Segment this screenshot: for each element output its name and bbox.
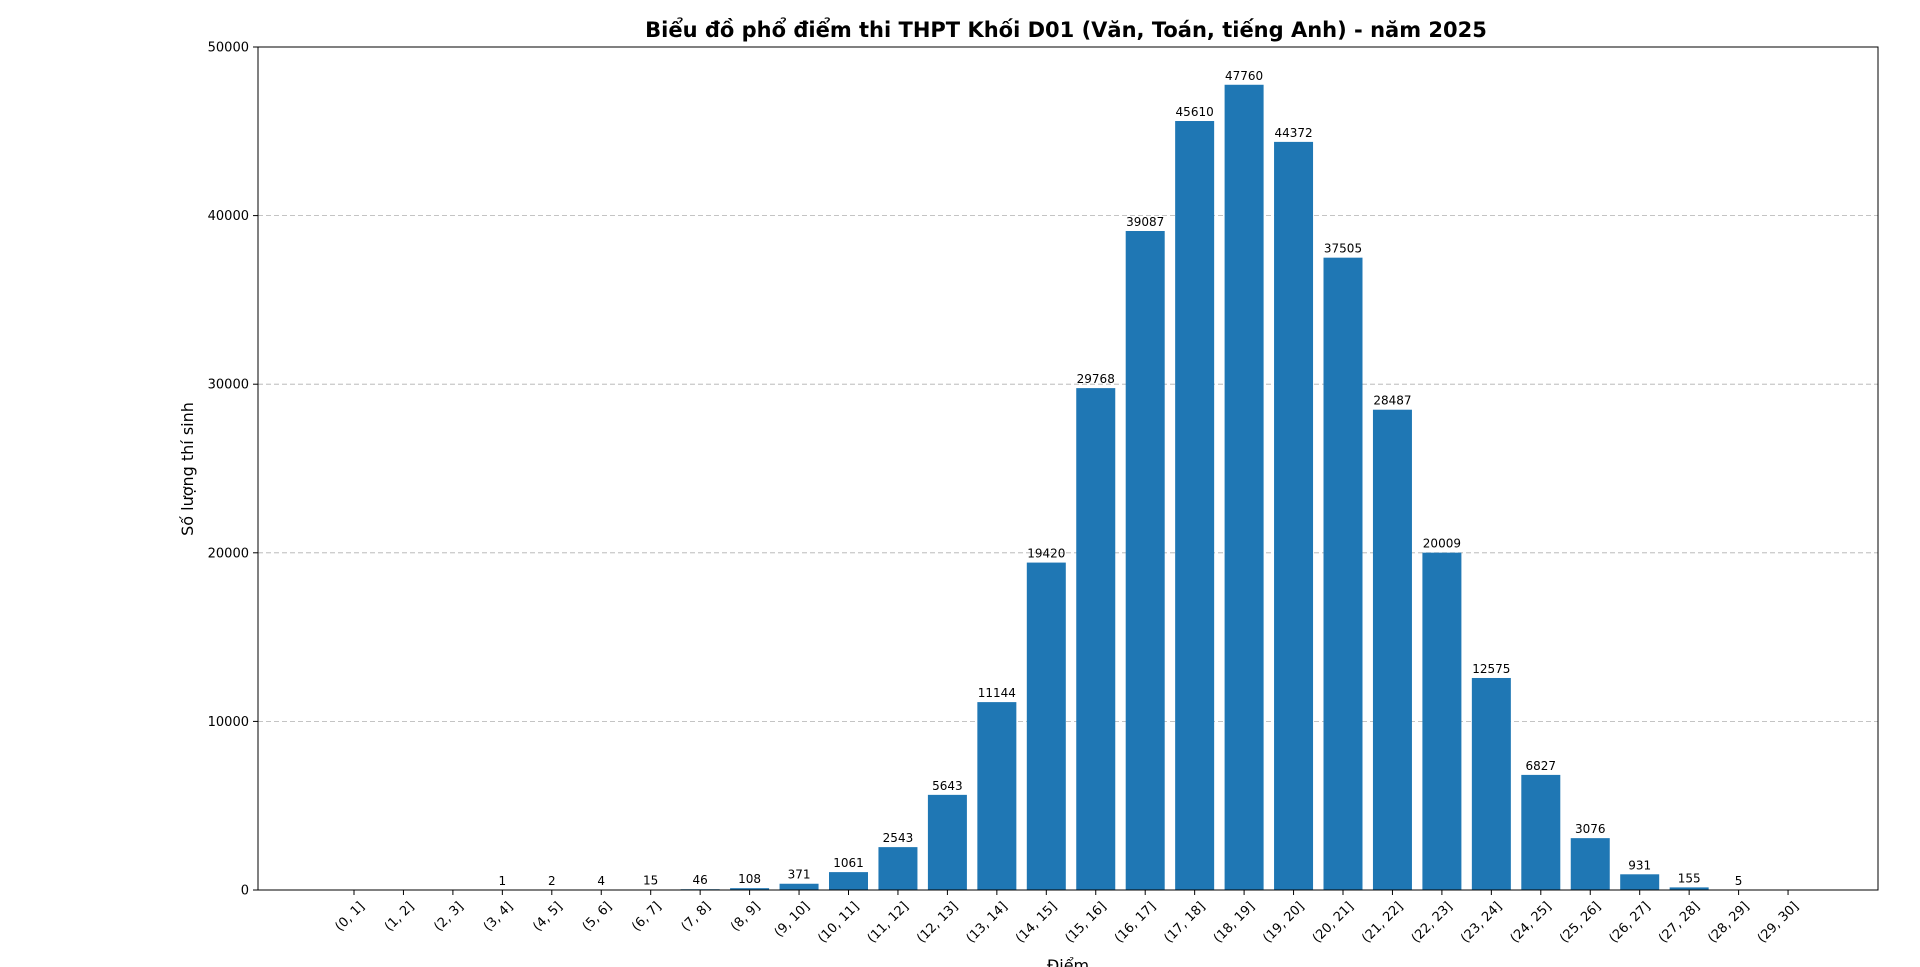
data-labels: 1 2 4 15 46 108 371 1061 2543 5643 11144 19420 29768… [499, 69, 1743, 888]
chart-title: Biểu đồ phổ điểm thi THPT Khối D01 (Văn,… [645, 17, 1487, 42]
x-axis-ticks: (0, 1] (1, 2] (2, 3] (3, 4] (4, 5] (5, 6] (6, … [333, 890, 1802, 946]
x-tick-label: (4, 5] [530, 899, 565, 934]
bar [779, 883, 819, 890]
x-tick-label: (10, 11] [815, 899, 862, 946]
x-tick-label: (17, 18] [1161, 899, 1208, 946]
bar [1620, 874, 1660, 890]
bar-data-label: 47760 [1225, 69, 1263, 83]
x-tick-label: (24, 25] [1508, 899, 1555, 946]
bar-data-label: 44372 [1274, 126, 1312, 140]
x-tick-label: (19, 20] [1260, 899, 1307, 946]
x-tick-label: (8, 9] [728, 899, 763, 934]
bar-data-label: 5643 [932, 779, 963, 793]
bars [482, 84, 1759, 891]
y-axis-title: Số lượng thí sinh [178, 402, 197, 536]
x-tick-label: (25, 26] [1557, 899, 1604, 946]
x-tick-label: (3, 4] [481, 899, 516, 934]
bar-data-label: 6827 [1526, 759, 1557, 773]
x-tick-label: (21, 22] [1359, 899, 1406, 946]
bar [1570, 838, 1610, 890]
bar [878, 847, 918, 890]
bar-data-label: 39087 [1126, 215, 1164, 229]
y-tick-label: 50000 [208, 41, 249, 56]
y-tick-label: 30000 [208, 378, 249, 393]
bar-data-label: 19420 [1027, 547, 1065, 561]
bar-data-label: 4 [597, 874, 605, 888]
x-tick-label: (28, 29] [1705, 899, 1752, 946]
bar [927, 794, 967, 890]
x-tick-label: (11, 12] [865, 899, 912, 946]
x-tick-label: (23, 24] [1458, 899, 1505, 946]
y-axis-ticks: 0 10000 20000 30000 40000 50000 [208, 41, 258, 899]
x-tick-label: (0, 1] [333, 899, 368, 934]
bar-data-label: 2 [548, 874, 556, 888]
bar-data-label: 29768 [1077, 372, 1115, 386]
bar-data-label: 11144 [978, 686, 1016, 700]
bar-data-label: 1 [499, 874, 507, 888]
x-tick-label: (16, 17] [1112, 899, 1159, 946]
bar [977, 702, 1017, 890]
bar-data-label: 1061 [833, 856, 864, 870]
plot-area-frame [257, 46, 1879, 891]
x-tick-label: (1, 2] [382, 899, 417, 934]
x-tick-label: (29, 30] [1755, 899, 1802, 946]
bar-data-label: 46 [693, 873, 708, 887]
y-tick-label: 20000 [208, 546, 249, 561]
bar-data-label: 931 [1628, 858, 1651, 872]
bar [1422, 552, 1462, 890]
bar [1521, 774, 1561, 890]
x-axis-title: Điểm [1047, 956, 1089, 967]
bar-data-label: 12575 [1472, 662, 1510, 676]
bar [1076, 388, 1116, 890]
bar-data-label: 2543 [883, 831, 914, 845]
x-tick-label: (18, 19] [1211, 899, 1258, 946]
x-tick-label: (5, 6] [580, 899, 615, 934]
x-tick-label: (27, 28] [1656, 899, 1703, 946]
y-gridlines [258, 215, 1878, 722]
x-tick-label: (13, 14] [964, 899, 1011, 946]
bar [1323, 257, 1363, 890]
y-tick-label: 10000 [208, 715, 249, 730]
bar [1372, 409, 1412, 890]
bar [1471, 677, 1511, 890]
x-tick-label: (15, 16] [1063, 899, 1110, 946]
x-tick-label: (2, 3] [431, 899, 466, 934]
y-tick-label: 0 [241, 884, 249, 899]
bar [730, 888, 770, 890]
x-tick-label: (9, 10] [772, 899, 813, 940]
x-tick-label: (22, 23] [1409, 899, 1456, 946]
bar [1274, 141, 1314, 891]
bar-data-label: 28487 [1373, 394, 1411, 408]
bar-data-label: 371 [788, 868, 811, 882]
x-tick-label: (12, 13] [914, 899, 961, 946]
x-tick-label: (14, 15] [1013, 899, 1060, 946]
bar [1224, 84, 1264, 890]
y-tick-label: 40000 [208, 209, 249, 224]
bar-data-label: 20009 [1423, 537, 1461, 551]
bar [1026, 562, 1066, 890]
bar-data-label: 37505 [1324, 242, 1362, 256]
x-tick-label: (6, 7] [629, 899, 664, 934]
bar [1669, 887, 1709, 890]
bar-data-label: 45610 [1176, 105, 1214, 119]
bar [1175, 121, 1215, 891]
x-tick-label: (20, 21] [1310, 899, 1357, 946]
bar-data-label: 3076 [1575, 822, 1606, 836]
bar-data-label: 15 [643, 874, 658, 888]
bar-data-label: 155 [1678, 871, 1701, 885]
bar-data-label: 5 [1735, 874, 1743, 888]
bar [829, 872, 868, 890]
x-tick-label: (26, 27] [1607, 899, 1654, 946]
bar [1125, 230, 1165, 891]
bar-data-label: 108 [738, 872, 761, 886]
x-tick-label: (7, 8] [679, 899, 714, 934]
